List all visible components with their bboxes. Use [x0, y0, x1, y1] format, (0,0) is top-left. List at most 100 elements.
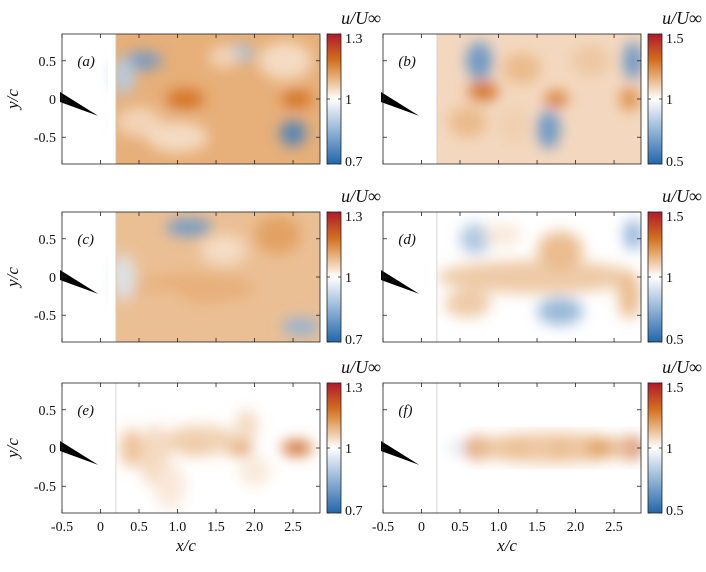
colorbar-label: u/U∞ [341, 357, 381, 377]
contour-blob [623, 41, 641, 80]
contour-blob [208, 45, 240, 69]
contour-blob [467, 81, 499, 102]
colorbar-tick-label: 0.5 [666, 504, 684, 519]
colorbar-tick-label: 1.3 [345, 32, 363, 47]
field-contours [436, 219, 641, 326]
contour-blob [544, 91, 568, 107]
contour-blob [115, 106, 163, 138]
flow-field [107, 383, 320, 513]
x-tick-label: 2.5 [284, 520, 302, 535]
y-tick-label: -0.5 [34, 480, 56, 495]
airfoil [381, 441, 420, 465]
panel-label: (d) [398, 232, 416, 248]
flow-field [107, 34, 320, 164]
colorbar-label: u/U∞ [662, 186, 702, 206]
contour-blob [448, 106, 487, 138]
flow-field [107, 212, 320, 342]
x-tick-label: 2.5 [605, 520, 623, 535]
colorbar-label: u/U∞ [341, 8, 381, 28]
contour-blob [112, 56, 136, 96]
y-tick-label: 0 [49, 271, 56, 286]
field-contours [448, 41, 641, 149]
field-mask [107, 212, 116, 342]
contour-blob [537, 231, 584, 270]
colorbar-tick-label: 1 [345, 93, 352, 108]
colorbar-tick-label: 0.7 [345, 504, 363, 519]
y-tick-label: 0 [49, 93, 56, 108]
colorbar-tick-label: 1.5 [666, 381, 684, 396]
panel-5: -0.5 0 0.5 1.0 1.5 2.0 2.5 0.5 0 -0.5 y/c x/c (e) 1.3… [3, 357, 381, 555]
colorbar-tick-label: 1.3 [345, 381, 363, 396]
x-tick-label: -0.5 [372, 520, 394, 535]
y-axis-label: y/c [3, 267, 22, 289]
panel-6: -0.5 0 0.5 1.0 1.5 2.0 2.5 x/c (f) 1.5 1 0.5 u/U∞ [372, 357, 702, 555]
contour-blob [258, 41, 313, 80]
contour-blob [112, 254, 136, 300]
colorbar-tick-label: 0.7 [345, 155, 363, 170]
y-tick-label: 0.5 [39, 55, 57, 70]
contour-blob [281, 317, 320, 336]
contour-blob [165, 89, 205, 109]
contour-blob [146, 121, 209, 153]
contour-blob [537, 297, 584, 326]
colorbar-tick-label: 1 [345, 442, 352, 457]
contour-blob [502, 53, 541, 84]
field-mask [107, 383, 116, 513]
contour-blob [436, 260, 638, 294]
contour-blob [279, 120, 307, 147]
airfoil [60, 441, 99, 465]
contour-blob [119, 428, 143, 468]
y-tick-label: 0 [49, 442, 56, 457]
colorbar-tick-label: 1 [666, 442, 673, 457]
colorbar-tick-label: 1 [666, 271, 673, 286]
contour-blob [123, 51, 163, 70]
contour-blob [483, 223, 522, 247]
colorbar-tick-label: 0.5 [666, 333, 684, 348]
contour-blob [571, 45, 611, 77]
contour-blob [448, 441, 464, 455]
contour-blob [466, 41, 493, 80]
panel-label: (c) [77, 232, 94, 248]
colorbar-tick-label: 1 [345, 271, 352, 286]
x-tick-label: 2.0 [246, 520, 264, 535]
contour-blob [200, 234, 247, 266]
contour-blob [620, 87, 639, 111]
panel-2: (b) 1.5 1 0.5 u/U∞ [381, 8, 702, 170]
panel-4: (d) 1.5 1 0.5 u/U∞ [381, 186, 702, 348]
x-tick-label: 1.5 [207, 520, 225, 535]
contour-blob [239, 455, 270, 487]
panel-label: (a) [77, 54, 95, 70]
contour-blob [254, 215, 301, 255]
x-axis-label: x/c [496, 536, 517, 555]
field-mask [107, 34, 116, 164]
panel-label: (e) [77, 403, 94, 419]
colorbar-label: u/U∞ [662, 357, 702, 377]
field-contours [119, 409, 313, 510]
x-tick-label: 2.0 [567, 520, 585, 535]
colorbar-label: u/U∞ [662, 8, 702, 28]
x-tick-label: 1.0 [169, 520, 187, 535]
contour-blob [165, 218, 213, 237]
x-tick-label: 0.5 [451, 520, 469, 535]
contour-blob [281, 89, 313, 109]
y-axis-label: y/c [3, 89, 22, 111]
x-tick-label: 1.0 [490, 520, 508, 535]
field-mask [428, 212, 437, 342]
contour-blob [584, 438, 613, 458]
contour-blob [623, 219, 641, 251]
colorbar-tick-label: 1 [666, 93, 673, 108]
colorbar-tick-label: 0.5 [666, 155, 684, 170]
y-tick-label: -0.5 [34, 131, 56, 146]
contour-blob [460, 223, 491, 255]
contour-blob [617, 273, 641, 320]
colorbar-tick-label: 1.3 [345, 210, 363, 225]
panel-3: 0.5 0 -0.5 y/c (c) 1.3 1 0.7 u/U∞ [3, 186, 381, 348]
contour-blob [119, 288, 190, 320]
panel-label: (f) [398, 403, 412, 419]
x-tick-label: 0.5 [130, 520, 148, 535]
airfoil [381, 270, 420, 294]
y-tick-label: 0.5 [39, 233, 57, 248]
airfoil [60, 92, 99, 116]
colorbar-tick-label: 0.7 [345, 333, 363, 348]
